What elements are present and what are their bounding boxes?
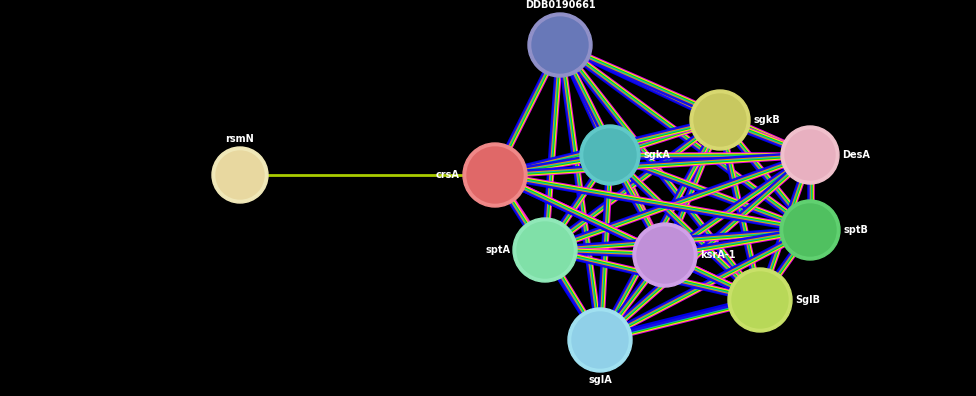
- Circle shape: [694, 94, 746, 146]
- Circle shape: [572, 312, 628, 368]
- Text: sptB: sptB: [843, 225, 868, 235]
- Circle shape: [780, 200, 840, 260]
- Circle shape: [578, 318, 622, 362]
- Circle shape: [463, 143, 527, 207]
- Circle shape: [473, 153, 517, 197]
- Text: sgkB: sgkB: [753, 115, 780, 125]
- Text: sglA: sglA: [589, 375, 612, 385]
- Circle shape: [732, 272, 788, 328]
- Circle shape: [568, 308, 632, 372]
- Circle shape: [633, 223, 697, 287]
- Circle shape: [738, 278, 782, 322]
- Circle shape: [781, 126, 839, 184]
- Circle shape: [528, 13, 592, 77]
- Circle shape: [700, 100, 740, 140]
- Text: sptA: sptA: [485, 245, 510, 255]
- Text: ksrA-1: ksrA-1: [700, 250, 736, 260]
- Text: DDB0190661: DDB0190661: [525, 0, 595, 10]
- Circle shape: [590, 135, 630, 175]
- Circle shape: [637, 227, 693, 283]
- Circle shape: [643, 233, 687, 277]
- Text: DesA: DesA: [842, 150, 870, 160]
- Circle shape: [523, 228, 567, 272]
- Circle shape: [584, 129, 636, 181]
- Circle shape: [790, 210, 831, 250]
- Circle shape: [513, 218, 577, 282]
- Circle shape: [517, 222, 573, 278]
- Text: rsmN: rsmN: [225, 134, 255, 144]
- Text: SglB: SglB: [795, 295, 820, 305]
- Circle shape: [216, 151, 264, 199]
- Circle shape: [532, 17, 588, 73]
- Circle shape: [538, 23, 582, 67]
- Circle shape: [728, 268, 792, 332]
- Circle shape: [212, 147, 268, 203]
- Circle shape: [784, 204, 836, 256]
- Circle shape: [467, 147, 523, 203]
- Circle shape: [791, 135, 830, 175]
- Circle shape: [690, 90, 750, 150]
- Circle shape: [580, 125, 640, 185]
- Circle shape: [222, 156, 259, 194]
- Text: crsA: crsA: [436, 170, 460, 180]
- Circle shape: [785, 130, 835, 180]
- Text: sgkA: sgkA: [643, 150, 670, 160]
